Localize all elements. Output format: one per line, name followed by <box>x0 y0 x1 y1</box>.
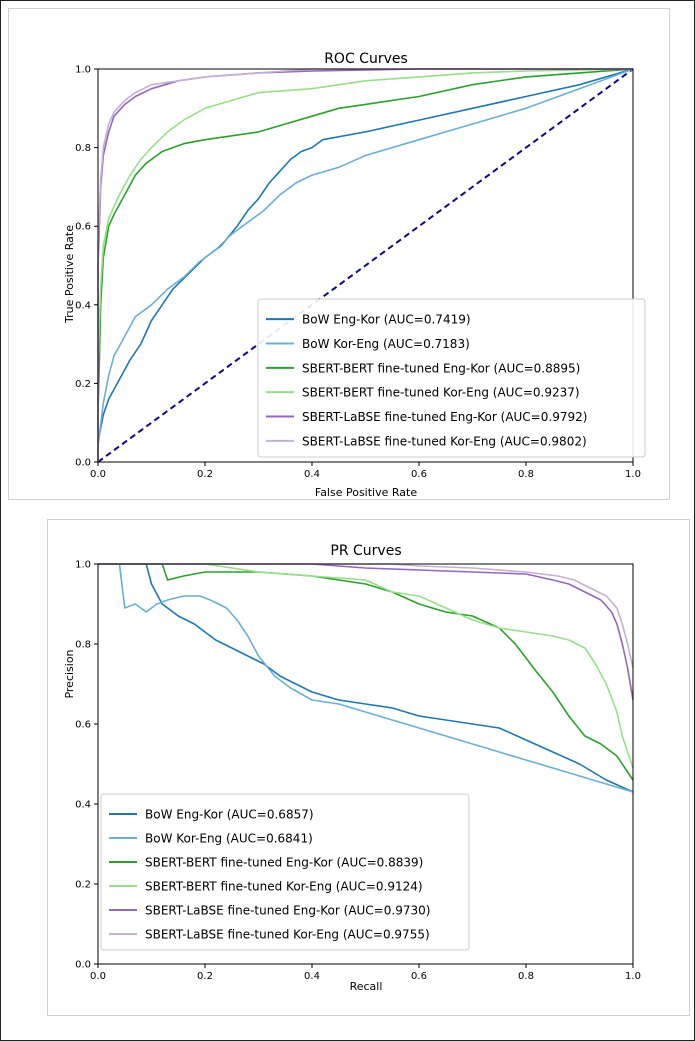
pr-legend: BoW Eng-Kor (AUC=0.6857) BoW Kor-Eng (AUC… <box>100 793 470 951</box>
roc-series-line-2 <box>97 68 634 462</box>
pr-y-tick-label-2: 0.4 <box>75 800 91 811</box>
pr-series-line-0 <box>98 563 634 793</box>
roc-y-tick-label-1: 0.2 <box>75 379 91 390</box>
roc-x-axis-label: False Positive Rate <box>315 486 417 499</box>
roc-y-tick-label-0: 0.0 <box>75 458 91 469</box>
roc-legend-label-4: SBERT-LaBSE fine-tuned Eng-Kor (AUC=0.97… <box>302 410 587 424</box>
roc-legend-label-5: SBERT-LaBSE fine-tuned Kor-Eng (AUC=0.98… <box>302 434 587 448</box>
pr-x-tick-label-4: 0.8 <box>518 971 534 982</box>
roc-plot-frame <box>97 68 634 463</box>
pr-plot-frame <box>97 563 634 965</box>
roc-series-line-5 <box>97 68 633 462</box>
pr-x-axis-label: Recall <box>350 980 383 993</box>
pr-legend-label-5: SBERT-LaBSE fine-tuned Kor-Eng (AUC=0.97… <box>145 928 430 942</box>
roc-chart-title: ROC Curves <box>324 51 408 67</box>
pr-y-tick-label-0: 0.0 <box>75 960 91 971</box>
pr-series-line-5 <box>98 563 634 669</box>
roc-x-tick-label-2: 0.4 <box>304 469 320 480</box>
roc-y-tick-label-5: 1.0 <box>75 65 91 76</box>
roc-legend-label-1: BoW Kor-Eng (AUC=0.7183) <box>302 337 470 351</box>
pr-legend-label-3: SBERT-BERT fine-tuned Kor-Eng (AUC=0.912… <box>145 880 423 894</box>
pr-series-line-4 <box>98 563 634 701</box>
pr-legend-label-2: SBERT-BERT fine-tuned Eng-Kor (AUC=0.883… <box>145 856 423 870</box>
roc-x-tick-label-4: 0.8 <box>518 469 534 480</box>
pr-x-tick-label-5: 1.0 <box>625 971 641 982</box>
pr-series-line-1 <box>98 563 634 793</box>
roc-legend-box <box>257 298 646 458</box>
roc-series-line-3 <box>97 68 634 462</box>
roc-x-tick-label-1: 0.2 <box>197 469 213 480</box>
pr-x-tick-label-2: 0.4 <box>304 971 320 982</box>
pr-legend-label-1: BoW Kor-Eng (AUC=0.6841) <box>145 832 313 846</box>
pr-legend-box <box>100 793 470 951</box>
roc-y-tick-label-4: 0.8 <box>75 143 91 154</box>
roc-chart: ROC Curves False Positive Rate True Posi… <box>63 51 646 499</box>
pr-y-tick-label-1: 0.2 <box>75 880 91 891</box>
pr-y-tick-label-5: 1.0 <box>75 560 91 571</box>
pr-y-tick-label-4: 0.8 <box>75 640 91 651</box>
pr-x-tick-label-1: 0.2 <box>197 971 213 982</box>
pr-chart: PR Curves Recall Precision 0.0 0.2 0.4 0.6 0… <box>63 543 641 993</box>
roc-series-line-1 <box>97 68 634 462</box>
roc-x-tick-label-5: 1.0 <box>625 469 641 480</box>
roc-y-tick-label-3: 0.6 <box>75 222 91 233</box>
roc-legend-label-3: SBERT-BERT fine-tuned Kor-Eng (AUC=0.923… <box>302 386 580 400</box>
pr-panel-frame <box>47 519 690 1016</box>
roc-legend-label-2: SBERT-BERT fine-tuned Eng-Kor (AUC=0.889… <box>302 361 580 375</box>
roc-y-tick-label-2: 0.4 <box>75 300 91 311</box>
pr-series-line-3 <box>98 563 634 769</box>
pr-x-tick-label-3: 0.6 <box>411 971 427 982</box>
roc-y-axis-label: True Positive Rate <box>63 225 76 324</box>
pr-legend-label-4: SBERT-LaBSE fine-tuned Eng-Kor (AUC=0.97… <box>145 904 430 918</box>
pr-x-tick-label-0: 0.0 <box>90 971 106 982</box>
roc-series-line-0 <box>97 68 634 462</box>
pr-y-tick-label-3: 0.6 <box>75 720 91 731</box>
roc-x-tick-label-3: 0.6 <box>411 469 427 480</box>
roc-legend: BoW Eng-Kor (AUC=0.7419) BoW Kor-Eng (AUC… <box>257 298 646 458</box>
pr-series-line-2 <box>98 563 634 781</box>
roc-legend-label-0: BoW Eng-Kor (AUC=0.7419) <box>302 313 471 327</box>
pr-legend-label-0: BoW Eng-Kor (AUC=0.6857) <box>145 808 314 822</box>
pr-y-axis-label: Precision <box>63 649 76 698</box>
pr-chart-title: PR Curves <box>330 543 401 559</box>
roc-reference-line <box>97 68 634 463</box>
roc-x-tick-label-0: 0.0 <box>90 469 106 480</box>
roc-panel-frame <box>8 8 670 500</box>
